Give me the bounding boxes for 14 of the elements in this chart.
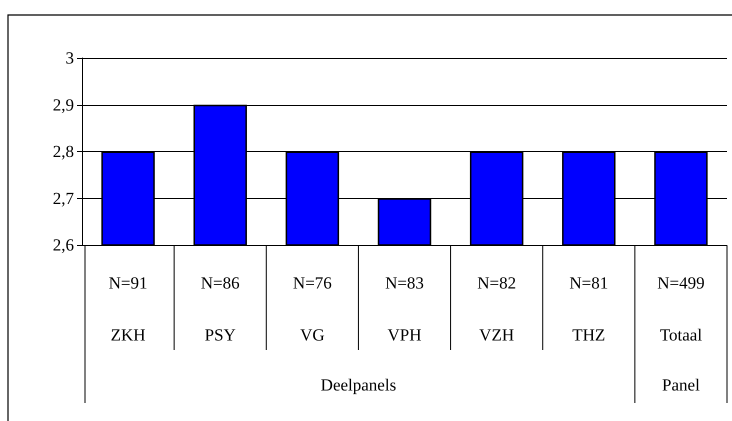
- y-tick-label: 2,8: [52, 142, 74, 161]
- category-label: N=499 Totaal: [657, 274, 705, 344]
- category-label: N=83 VPH: [385, 274, 424, 344]
- category-label: N=91 ZKH: [108, 274, 148, 344]
- category-label: N=86 PSY: [200, 274, 240, 344]
- category-label: N=76 VG: [292, 274, 332, 344]
- y-tick-label: 3: [66, 48, 74, 68]
- text: Panel: [662, 376, 700, 394]
- y-tick-label: 2,7: [52, 188, 74, 208]
- category-label: N=81 THZ: [569, 274, 608, 344]
- category-label: N=82 VZH: [477, 274, 516, 344]
- text: Deelpanels: [320, 376, 396, 394]
- y-tick-label: 2,9: [52, 95, 74, 114]
- y-tick-label: 2,6: [52, 236, 74, 254]
